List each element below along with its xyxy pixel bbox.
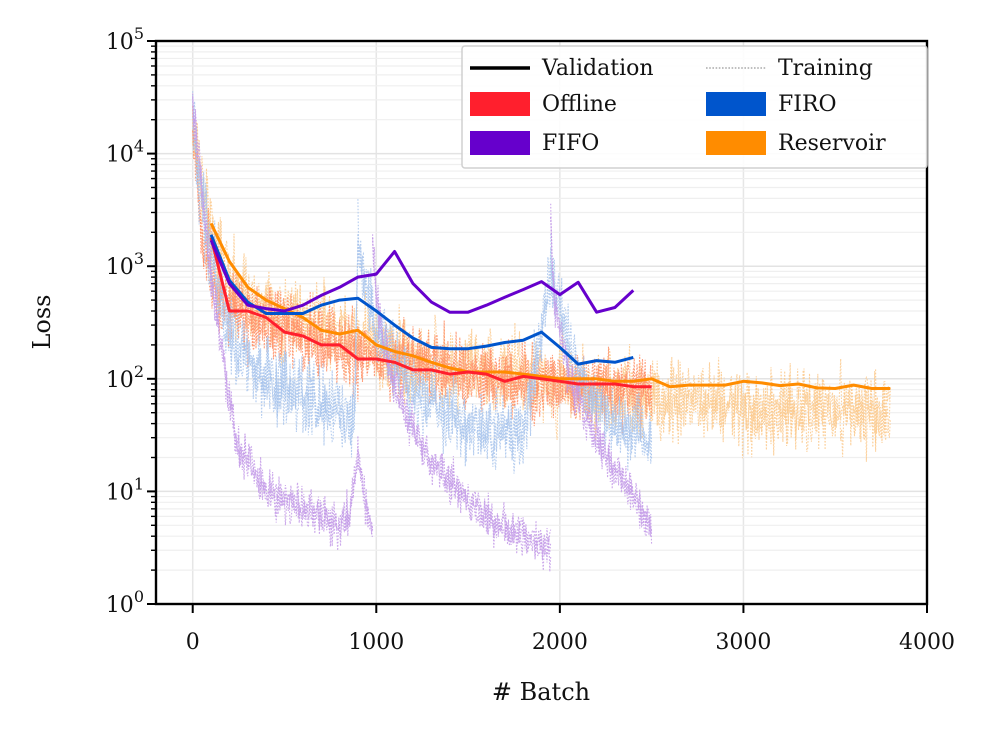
y-tick-label: 101 [106,474,144,505]
legend-swatch-reservoir [706,131,766,155]
x-tick-label: 4000 [899,630,955,655]
legend-label-training: Training [778,56,873,81]
training-line-fifo [192,98,374,551]
validation-line-reservoir [209,222,891,390]
legend-swatch-offline [470,92,530,116]
legend-label-firo: FIRO [778,92,837,117]
training-line-firo [550,256,653,461]
training-line-fifo [372,237,552,572]
y-tick-label: 100 [106,587,144,618]
x-tick-label: 2000 [532,630,588,655]
training-line-firo [357,199,552,460]
legend-label-fifo: FIFO [542,131,599,156]
y-tick-label: 105 [106,24,144,55]
training-line-fifo [192,93,374,547]
axes-frame [154,39,929,606]
training-line-firo [357,234,552,470]
validation-line-fifo [209,239,635,314]
legend-swatch-firo [706,92,766,116]
x-axis-label: # Batch [492,678,590,706]
x-tick-label: 0 [186,630,200,655]
plot-area [192,91,891,572]
validation-line-offline [209,237,652,389]
training-line-fifo [550,203,653,538]
legend: Validation Training Offline FIRO FIFO Reservo… [461,45,928,169]
training-line-firo [550,233,653,458]
legend-label-validation: Validation [541,56,654,81]
validation-line-firo [209,234,634,366]
legend-label-offline: Offline [542,92,617,117]
training-line-reservoir [192,125,891,459]
x-tick-label: 3000 [715,630,771,655]
ticks: 0 1000 2000 3000 4000 100 101 102 103 104 105 [106,24,955,655]
legend-box [461,45,928,169]
y-tick-label: 102 [106,362,144,393]
training-line-offline [192,106,653,434]
y-axis-label: Loss [28,294,56,349]
legend-swatch-fifo [470,131,530,155]
y-tick-label: 104 [106,137,144,168]
training-line-firo [192,113,359,444]
x-tick-label: 1000 [348,630,404,655]
training-line-firo [192,101,359,458]
y-tick-label: 103 [106,249,144,280]
legend-label-reservoir: Reservoir [778,131,886,156]
training-line-firo [550,259,653,472]
